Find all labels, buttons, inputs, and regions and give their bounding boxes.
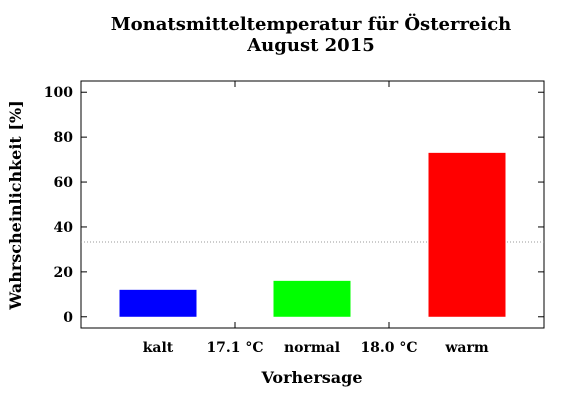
chart-title-line1: Monatsmitteltemperatur für Österreich <box>111 12 512 35</box>
bar-kalt <box>119 289 197 317</box>
y-axis-label: Wahrscheinlichkeit [%] <box>6 100 25 310</box>
plot-area: 0 20 40 60 80 100 kalt normal warm 17.1 °C 18.0 °C <box>44 80 545 356</box>
threshold-label: 18.0 °C <box>360 340 417 356</box>
y-tick-label: 100 <box>44 85 73 101</box>
x-axis-label: Vorhersage <box>260 368 362 387</box>
x-category-label: normal <box>284 340 340 356</box>
threshold-label: 17.1 °C <box>206 340 263 356</box>
chart-title-line2: August 2015 <box>246 35 375 56</box>
plot-frame <box>80 80 545 329</box>
x-category-label: kalt <box>143 340 174 356</box>
y-tick-label: 20 <box>54 265 74 281</box>
x-category-label: warm <box>444 340 488 356</box>
bar-warm <box>428 152 506 317</box>
bar-normal <box>273 280 351 317</box>
y-tick-label: 60 <box>54 175 74 191</box>
y-tick-label: 40 <box>54 220 74 236</box>
y-tick-label: 0 <box>63 310 73 326</box>
y-tick-label: 80 <box>54 130 74 146</box>
